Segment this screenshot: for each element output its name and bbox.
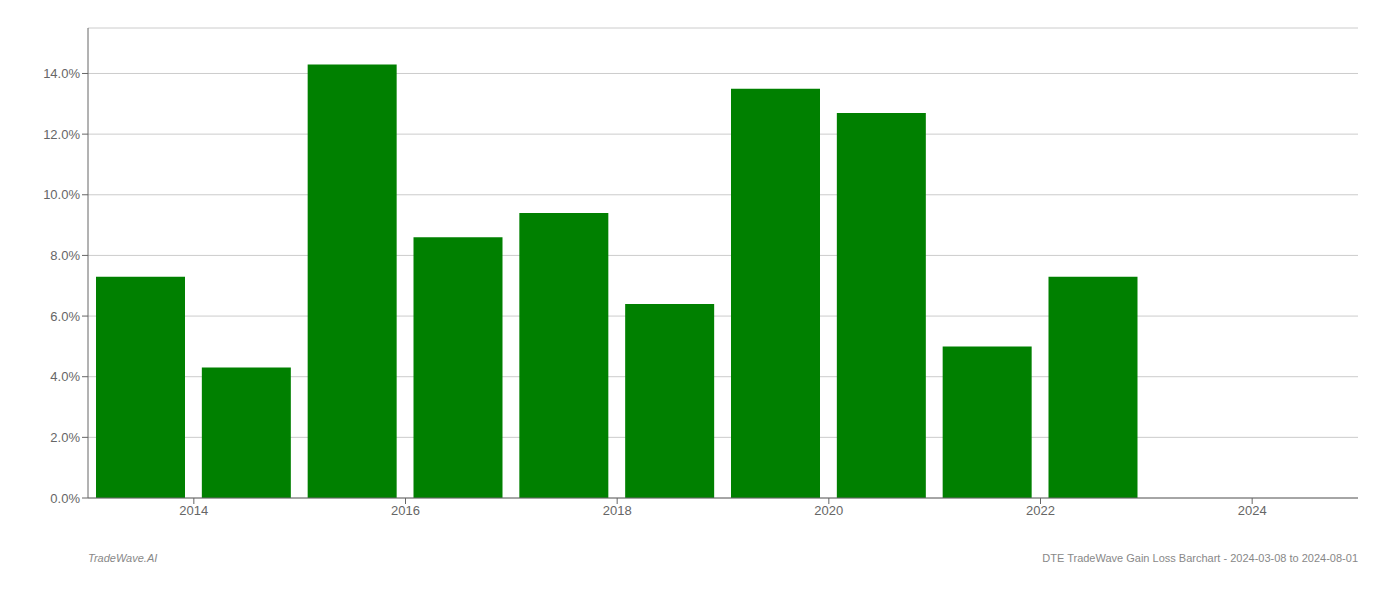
- svg-text:12.0%: 12.0%: [43, 127, 80, 142]
- svg-text:2014: 2014: [179, 503, 208, 518]
- svg-text:2020: 2020: [814, 503, 843, 518]
- svg-text:14.0%: 14.0%: [43, 66, 80, 81]
- svg-text:2016: 2016: [391, 503, 420, 518]
- svg-text:2.0%: 2.0%: [50, 430, 80, 445]
- svg-text:10.0%: 10.0%: [43, 187, 80, 202]
- html-text:DTE TradeWave Gain Loss Barcha: DTE TradeWave Gain Loss Barchart - 2024-…: [1042, 552, 1358, 564]
- html-text:TradeWave.AI: TradeWave.AI: [88, 552, 158, 564]
- svg-text:2024: 2024: [1238, 503, 1267, 518]
- svg-text:2022: 2022: [1026, 503, 1055, 518]
- svg-text:0.0%: 0.0%: [50, 491, 80, 506]
- svg-text:8.0%: 8.0%: [50, 248, 80, 263]
- svg-text:6.0%: 6.0%: [50, 309, 80, 324]
- svg-text:4.0%: 4.0%: [50, 369, 80, 384]
- svg-text:2018: 2018: [603, 503, 632, 518]
